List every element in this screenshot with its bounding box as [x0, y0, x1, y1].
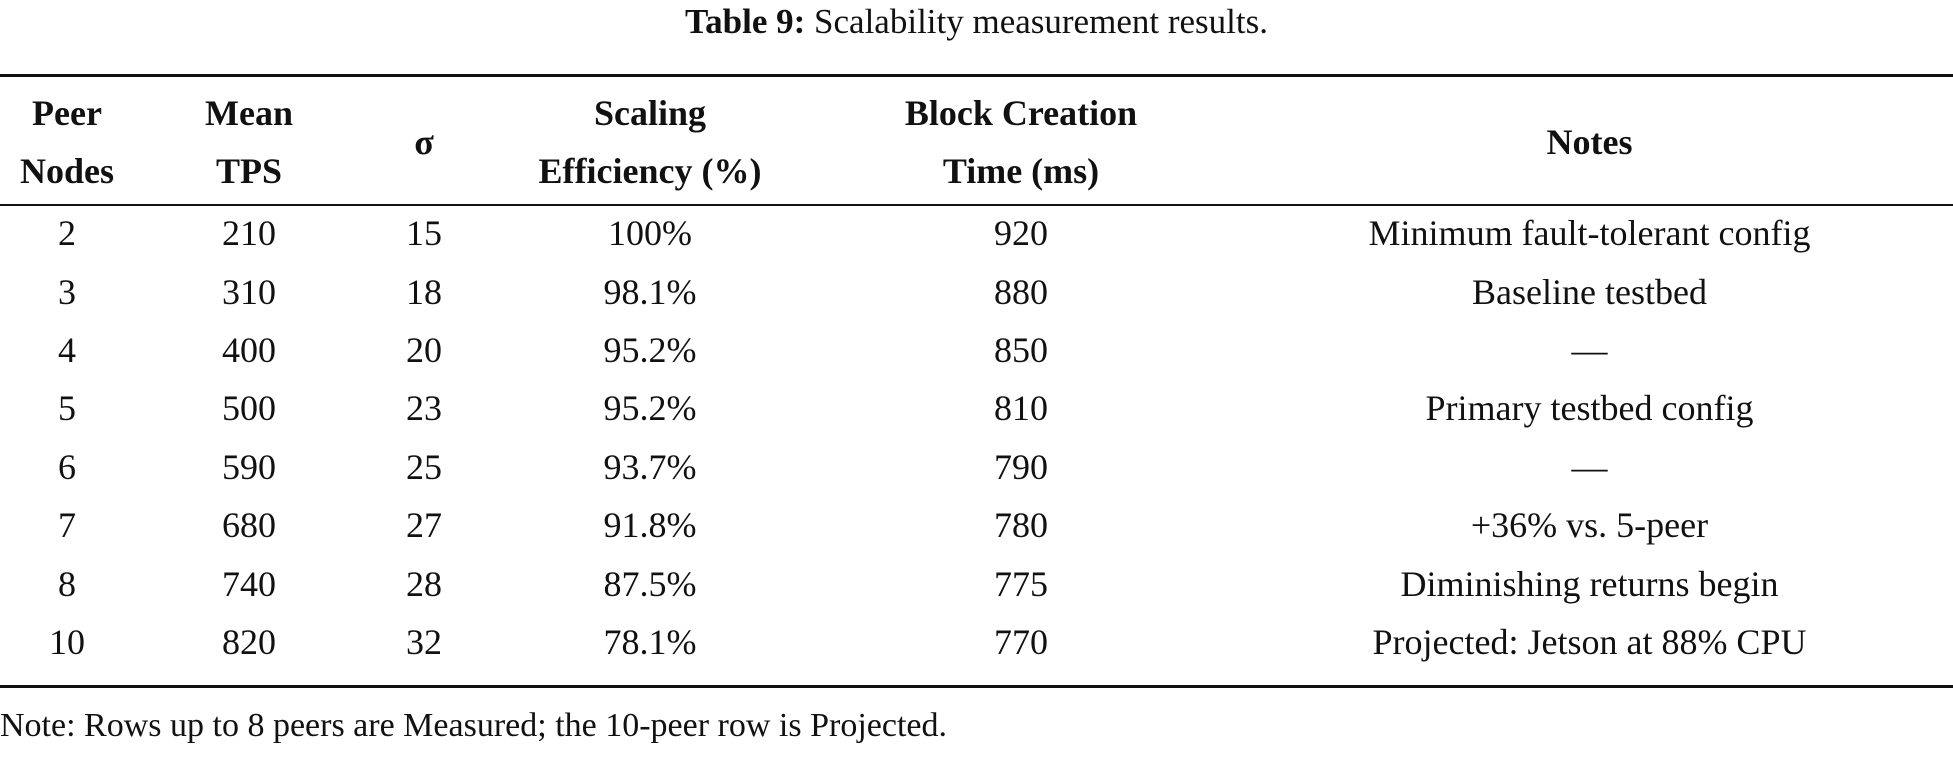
table-top-rule [0, 74, 1953, 77]
cell-block-creation-time: 775 [994, 563, 1048, 604]
cell-sigma: 15 [406, 213, 442, 254]
cell-block-creation-time: 790 [994, 446, 1048, 487]
table-row: 3 310 18 98.1% 880 Baseline testbed [0, 262, 1953, 320]
cell-mean-tps: 740 [222, 563, 276, 604]
cell-notes: +36% vs. 5-peer [1470, 505, 1709, 546]
cell-block-creation-time: 780 [994, 505, 1048, 546]
cell-mean-tps: 400 [222, 329, 276, 370]
table-row: 4 400 20 95.2% 850 — [0, 321, 1953, 379]
cell-mean-tps: 210 [222, 213, 276, 254]
cell-peer-nodes: 8 [58, 563, 76, 604]
cell-peer-nodes: 7 [58, 505, 76, 546]
cell-peer-nodes: 2 [58, 213, 76, 254]
cell-sigma: 27 [406, 505, 442, 546]
cell-scaling-efficiency: 87.5% [603, 563, 697, 604]
cell-sigma: 20 [406, 329, 442, 370]
table-row: 6 590 25 93.7% 790 — [0, 438, 1953, 496]
cell-block-creation-time: 920 [994, 213, 1048, 254]
cell-block-creation-time: 810 [994, 388, 1048, 429]
cell-notes: Projected: Jetson at 88% CPU [1372, 621, 1807, 662]
cell-scaling-efficiency: 100% [608, 213, 692, 254]
cell-mean-tps: 310 [222, 271, 276, 312]
cell-scaling-efficiency: 78.1% [603, 621, 697, 662]
column-header-sigma: σ [414, 122, 434, 162]
table-caption-text: Scalability measurement results. [814, 2, 1268, 41]
scalability-table: Peer Nodes Mean TPS σ Scaling Efficiency… [0, 80, 1953, 671]
cell-block-creation-time: 880 [994, 271, 1048, 312]
table-caption: Table 9: Scalability measurement results… [0, 0, 1953, 42]
table-footnote: Note: Rows up to 8 peers are Measured; t… [0, 707, 948, 744]
table-row: 5 500 23 95.2% 810 Primary testbed confi… [0, 379, 1953, 437]
table-row: 10 820 32 78.1% 770 Projected: Jetson at… [0, 613, 1953, 671]
cell-block-creation-time: 850 [994, 329, 1048, 370]
cell-scaling-efficiency: 95.2% [603, 388, 697, 429]
cell-mean-tps: 590 [222, 446, 276, 487]
cell-scaling-efficiency: 95.2% [603, 329, 697, 370]
cell-peer-nodes: 10 [49, 621, 85, 662]
cell-mean-tps: 500 [222, 388, 276, 429]
table-bottom-rule [0, 685, 1953, 688]
cell-sigma: 18 [406, 271, 442, 312]
column-header-scaling-efficiency: Scaling Efficiency (%) [538, 93, 762, 191]
cell-scaling-efficiency: 93.7% [603, 446, 697, 487]
cell-notes: Primary testbed config [1425, 388, 1754, 429]
column-header-block-creation-time: Block Creation Time (ms) [904, 93, 1138, 191]
cell-sigma: 32 [406, 621, 442, 662]
cell-peer-nodes: 3 [58, 271, 76, 312]
column-header-peer-nodes: Peer Nodes [19, 93, 114, 191]
cell-sigma: 23 [406, 388, 442, 429]
cell-peer-nodes: 4 [58, 329, 76, 370]
cell-notes: — [1571, 329, 1608, 370]
cell-notes: Minimum fault-tolerant config [1368, 213, 1811, 254]
cell-peer-nodes: 6 [58, 446, 76, 487]
cell-peer-nodes: 5 [58, 388, 76, 429]
cell-sigma: 28 [406, 563, 442, 604]
column-header-mean-tps: Mean TPS [205, 93, 293, 191]
table-caption-label: Table 9: [685, 2, 806, 41]
cell-notes: Baseline testbed [1472, 271, 1707, 312]
cell-scaling-efficiency: 91.8% [603, 505, 697, 546]
column-header-notes: Notes [1546, 122, 1633, 162]
cell-block-creation-time: 770 [994, 621, 1048, 662]
cell-notes: — [1571, 446, 1608, 487]
cell-sigma: 25 [406, 446, 442, 487]
cell-notes: Diminishing returns begin [1400, 563, 1779, 604]
table-header-rule [0, 204, 1953, 206]
table-row: 2 210 15 100% 920 Minimum fault-tolerant… [0, 204, 1953, 262]
table-header-row: Peer Nodes Mean TPS σ Scaling Efficiency… [0, 80, 1953, 204]
table-row: 8 740 28 87.5% 775 Diminishing returns b… [0, 554, 1953, 612]
cell-mean-tps: 680 [222, 505, 276, 546]
table-row: 7 680 27 91.8% 780 +36% vs. 5-peer [0, 496, 1953, 554]
cell-scaling-efficiency: 98.1% [603, 271, 697, 312]
cell-mean-tps: 820 [222, 621, 276, 662]
